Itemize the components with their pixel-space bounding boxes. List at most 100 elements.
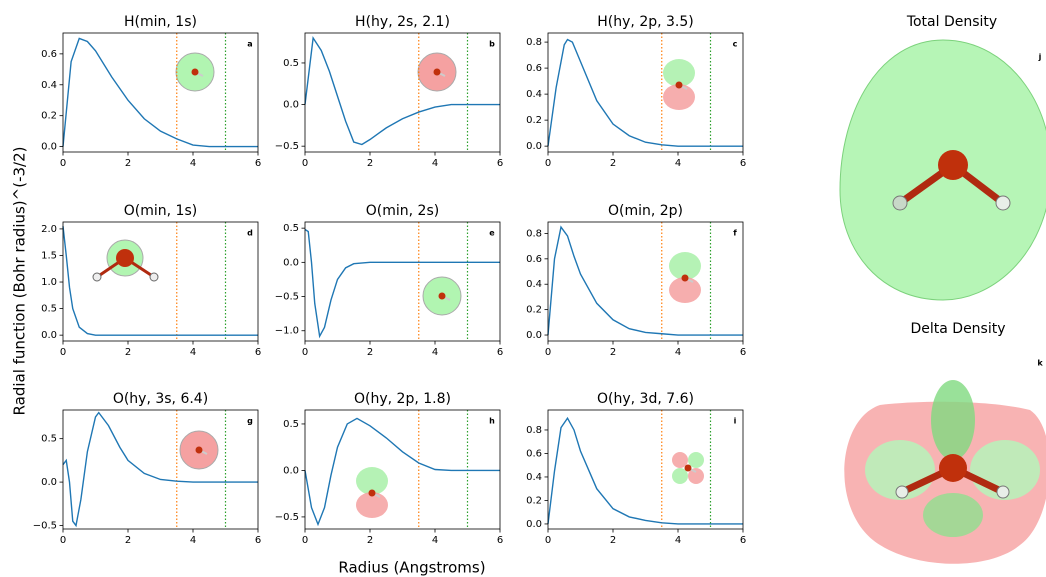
- orbital-icon: [93, 240, 158, 281]
- y-tick-label: 0.0: [41, 330, 57, 341]
- data-line: [63, 413, 258, 526]
- x-tick-label: 6: [255, 347, 261, 358]
- x-tick-label: 0: [60, 535, 66, 546]
- axes-frame: [305, 410, 500, 529]
- y-tick-label: 0.0: [41, 142, 57, 153]
- y-tick-label: 1.5: [41, 250, 57, 261]
- orbital-icon: [180, 431, 218, 469]
- x-tick-label: 4: [190, 158, 196, 169]
- oxygen-atom: [676, 82, 683, 89]
- panel-letter: j: [1038, 53, 1042, 62]
- x-tick-label: 6: [255, 535, 261, 546]
- x-tick-label: 6: [740, 347, 746, 358]
- data-line: [63, 226, 258, 335]
- x-tick-label: 6: [255, 158, 261, 169]
- axes-frame: [548, 222, 743, 341]
- x-tick-label: 4: [675, 535, 681, 546]
- y-tick-label: 0.4: [526, 472, 542, 483]
- chart-title: H(hy, 2s, 2.1): [355, 14, 450, 30]
- x-tick-label: 0: [60, 158, 66, 169]
- x-tick-label: 2: [610, 158, 616, 169]
- y-tick-label: 0.5: [41, 304, 57, 315]
- density-lobe: [931, 380, 975, 460]
- panel-letter: k: [1037, 359, 1043, 368]
- axes-frame: [548, 410, 743, 529]
- x-tick-label: 0: [302, 158, 308, 169]
- data-line: [548, 40, 743, 147]
- x-tick-label: 0: [60, 347, 66, 358]
- x-tick-label: 2: [610, 347, 616, 358]
- axes-frame: [305, 222, 500, 341]
- oxygen-atom: [196, 447, 203, 454]
- x-tick-label: 4: [432, 158, 438, 169]
- panel-letter: f: [733, 229, 737, 238]
- chart-title: H(hy, 2p, 3.5): [597, 14, 693, 30]
- data-line: [305, 418, 500, 524]
- y-tick-label: 0.8: [526, 228, 542, 239]
- x-tick-label: 0: [545, 535, 551, 546]
- y-tick-label: 1.0: [41, 277, 57, 288]
- y-tick-label: 0.4: [526, 279, 542, 290]
- y-tick-label: 0.2: [526, 305, 542, 316]
- y-tick-label: 0.0: [283, 100, 299, 111]
- data-line: [63, 38, 258, 146]
- y-tick-label: 0.6: [526, 254, 542, 265]
- y-tick-label: 0.2: [526, 115, 542, 126]
- oxygen-atom: [938, 150, 968, 180]
- x-tick-label: 4: [675, 347, 681, 358]
- y-tick-label: 0.0: [283, 465, 299, 476]
- y-tick-label: 0.8: [526, 37, 542, 48]
- x-tick-label: 2: [610, 535, 616, 546]
- x-tick-label: 4: [432, 535, 438, 546]
- y-tick-label: 0.0: [41, 477, 57, 488]
- y-tick-label: 0.2: [41, 111, 57, 122]
- chart-title: O(min, 1s): [124, 203, 197, 219]
- chart-title: O(hy, 3s, 6.4): [113, 391, 208, 407]
- panel-letter: e: [489, 229, 495, 238]
- total-density-panel: [840, 40, 1046, 300]
- orbital-icon: [669, 252, 701, 303]
- x-axis-label: Radius (Angstroms): [338, 559, 485, 577]
- y-tick-label: 0.4: [41, 80, 57, 91]
- hydrogen-atom: [150, 273, 158, 281]
- x-tick-label: 2: [367, 158, 373, 169]
- data-line: [548, 227, 743, 335]
- hydrogen-atom: [893, 196, 907, 210]
- data-line: [305, 38, 500, 145]
- oxygen-atom: [434, 69, 441, 76]
- oxygen-atom: [685, 465, 692, 472]
- panel-letter: a: [247, 40, 252, 49]
- panel-title: Total Density: [906, 14, 997, 30]
- y-tick-label: 0.0: [526, 141, 542, 152]
- x-tick-label: 0: [545, 158, 551, 169]
- y-tick-label: 0.0: [526, 330, 542, 341]
- orbital-icon: [663, 59, 695, 110]
- orbital-icon: [423, 277, 461, 315]
- data-line: [305, 230, 500, 337]
- panel-letter: h: [489, 417, 495, 426]
- x-tick-label: 2: [125, 158, 131, 169]
- delta-density-panel: [844, 380, 1046, 564]
- x-tick-label: 0: [545, 347, 551, 358]
- oxygen-atom: [369, 490, 376, 497]
- chart-title: O(hy, 3d, 7.6): [597, 391, 694, 407]
- y-tick-label: 0.5: [41, 434, 57, 445]
- oxygen-atom: [192, 69, 199, 76]
- oxygen-atom: [439, 293, 446, 300]
- axes-frame: [63, 33, 258, 152]
- x-tick-label: 6: [740, 158, 746, 169]
- y-tick-label: −0.5: [275, 512, 299, 523]
- orbital-icon: [356, 467, 388, 518]
- y-tick-label: 0.5: [283, 223, 299, 234]
- hydrogen-atom: [93, 273, 101, 281]
- figure: Radial function (Bohr radius)^(-3/2) Rad…: [0, 0, 1046, 577]
- x-tick-label: 6: [497, 158, 503, 169]
- panel-letter: c: [733, 40, 738, 49]
- x-tick-label: 2: [125, 347, 131, 358]
- x-tick-label: 6: [740, 535, 746, 546]
- y-axis-label: Radial function (Bohr radius)^(-3/2): [11, 147, 29, 416]
- hydrogen-atom: [996, 196, 1010, 210]
- y-tick-label: 2.0: [41, 224, 57, 235]
- hydrogen-atom: [896, 486, 908, 498]
- y-tick-label: 0.0: [526, 519, 542, 530]
